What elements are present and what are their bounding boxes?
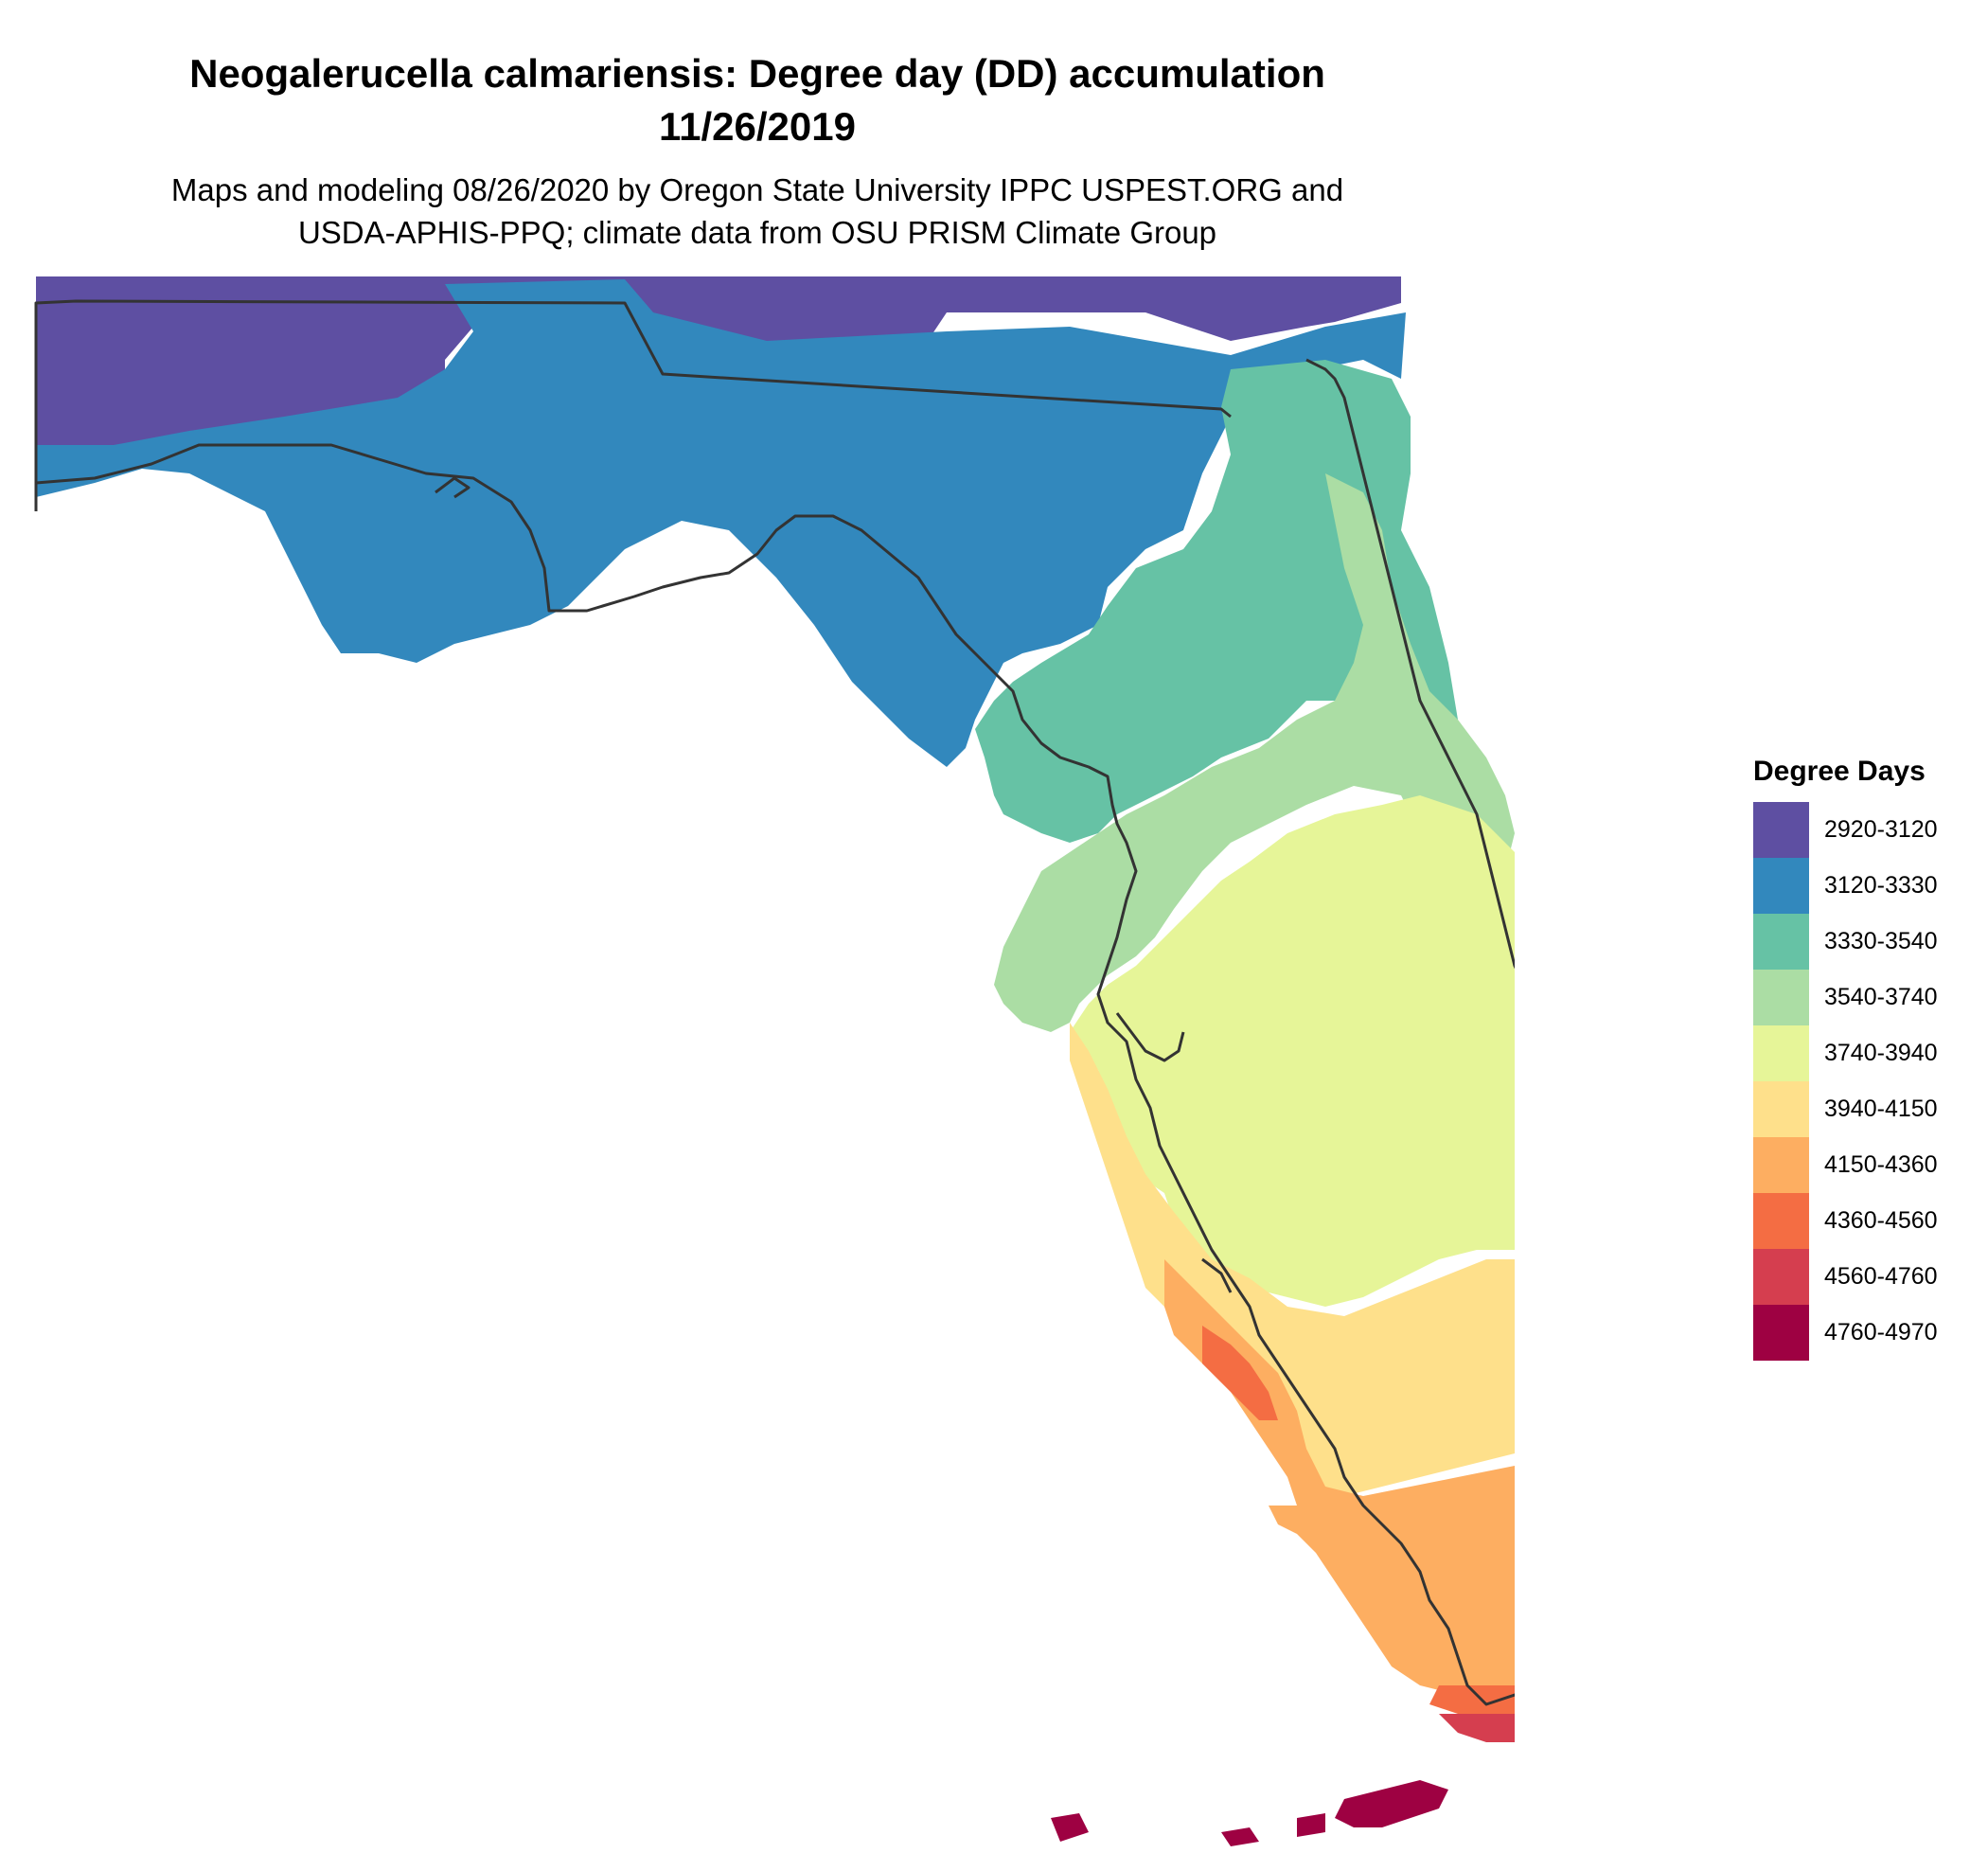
- legend-label: 3940-4150: [1824, 1096, 1938, 1122]
- legend-swatch: [1753, 1249, 1809, 1305]
- legend-item: 3940-4150: [1753, 1081, 1938, 1137]
- legend-label: 3740-3940: [1824, 1040, 1938, 1066]
- legend-item: 3540-3740: [1753, 970, 1938, 1025]
- legend-label: 4360-4560: [1824, 1207, 1938, 1234]
- legend-item: 4150-4360: [1753, 1137, 1938, 1193]
- legend-label: 4560-4760: [1824, 1263, 1938, 1290]
- legend-swatch: [1753, 1193, 1809, 1249]
- map-title-line2: 11/26/2019: [659, 104, 856, 149]
- band-4560-4760: [1439, 1714, 1515, 1742]
- map-title-line1: Neogalerucella calmariensis: Degree day …: [189, 51, 1325, 96]
- legend: Degree Days 2920-3120 3120-3330 3330-354…: [1753, 753, 1938, 1361]
- degree-day-map: [34, 276, 1515, 1846]
- legend-swatch: [1753, 914, 1809, 970]
- map-title: Neogalerucella calmariensis: Degree day …: [0, 47, 1515, 153]
- legend-swatch: [1753, 970, 1809, 1025]
- map-subtitle: Maps and modeling 08/26/2020 by Oregon S…: [0, 169, 1515, 254]
- map-subtitle-line1: Maps and modeling 08/26/2020 by Oregon S…: [170, 172, 1344, 207]
- legend-item: 4560-4760: [1753, 1249, 1938, 1305]
- legend-swatch: [1753, 1305, 1809, 1361]
- band-2920-3120: [36, 276, 1401, 492]
- legend-label: 4760-4970: [1824, 1319, 1938, 1345]
- legend-item: 4360-4560: [1753, 1193, 1938, 1249]
- state-border-line: [34, 299, 1232, 511]
- legend-item: 3120-3330: [1753, 858, 1938, 914]
- legend-title: Degree Days: [1753, 756, 1926, 787]
- legend-swatch: [1753, 1081, 1809, 1137]
- band-3540-3740: [994, 473, 1515, 1032]
- legend-item: 4760-4970: [1753, 1305, 1938, 1361]
- legend-item: 3740-3940: [1753, 1025, 1938, 1081]
- legend-swatch: [1753, 1025, 1809, 1081]
- legend-label: 3540-3740: [1824, 984, 1938, 1010]
- coastline-segment: [35, 358, 1515, 1706]
- band-3940-4150: [1070, 1023, 1515, 1506]
- map-subtitle-line2: USDA-APHIS-PPQ; climate data from OSU PR…: [297, 215, 1217, 250]
- coastline-and-borders: [34, 299, 1515, 1706]
- legend-item: 2920-3120: [1753, 802, 1938, 858]
- band-3740-3940: [1070, 795, 1515, 1307]
- coastline-segment: [1201, 1257, 1233, 1293]
- legend-items: 2920-3120 3120-3330 3330-3540 3540-3740 …: [1753, 802, 1938, 1361]
- legend-label: 2920-3120: [1824, 816, 1938, 843]
- legend-label: 4150-4360: [1824, 1151, 1938, 1178]
- band-4360-4560: [1202, 1326, 1515, 1714]
- band-4760-4970: [1051, 1780, 1448, 1846]
- legend-item: 3330-3540: [1753, 914, 1938, 970]
- legend-swatch: [1753, 858, 1809, 914]
- legend-label: 3330-3540: [1824, 928, 1938, 954]
- map-bands: [36, 276, 1515, 1846]
- coastline-segment: [435, 476, 470, 499]
- band-3120-3330: [36, 279, 1406, 767]
- coastline-segment: [1115, 1012, 1185, 1062]
- legend-swatch: [1753, 802, 1809, 858]
- legend-label: 3120-3330: [1824, 872, 1938, 899]
- legend-swatch: [1753, 1137, 1809, 1193]
